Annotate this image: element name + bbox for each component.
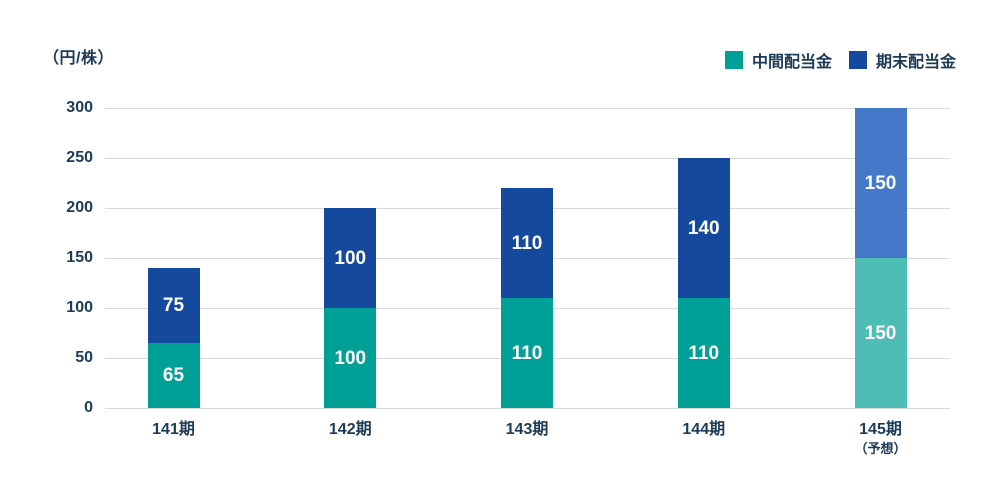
y-axis-tick: 150 [66,249,93,266]
bar-value-label: 140 [687,217,720,239]
gridline [105,108,950,109]
x-axis-label: 141期 [152,421,195,438]
y-axis-tick: 0 [84,399,93,416]
y-axis-unit-label: （円/株） [43,50,114,67]
bar-value-label: 100 [334,347,367,369]
x-axis-label: 144期 [682,421,726,438]
plot-area: 0 50 100 150 200 250 300 65 75 141期 100 100 142期 110 1… [66,100,950,456]
bar-segment-interim: 100 [324,308,377,408]
y-axis-tick: 50 [75,349,93,366]
bar-segment-interim: 110 [501,298,553,408]
bar-segment-yearend: 140 [677,158,730,298]
bar-value-label: 65 [162,365,185,386]
bar-segment-interim: 65 [147,343,200,408]
bar-segment-interim: 110 [677,298,730,408]
interim-dividend-swatch-icon [724,51,743,69]
bar-segment-interim: 150 [854,258,907,408]
y-axis-tick: 300 [66,99,93,116]
yearend-dividend-swatch-icon [848,51,867,69]
bar-segment-yearend: 150 [854,108,907,258]
x-axis-sublabel: （予想） [854,441,907,457]
bar-value-label: 75 [162,295,185,316]
legend-label-interim: 中間配当金 [751,54,832,71]
x-axis-label: 145期 （予想） [854,421,907,457]
legend-label-yearend: 期末配当金 [875,54,956,71]
y-axis-tick: 200 [66,199,93,216]
bar-value-label: 110 [511,342,543,364]
bar-value-label: 100 [334,247,367,269]
bar-value-label: 150 [864,172,897,194]
bar-value-label: 150 [864,322,897,344]
legend-item-yearend: 期末配当金 [848,48,956,72]
legend-item-interim: 中間配当金 [724,48,832,72]
gridline [105,408,950,409]
bar-value-label: 110 [511,232,543,254]
bar-value-label: 110 [688,342,720,364]
y-axis-tick: 100 [66,299,93,316]
legend: 中間配当金 期末配当金 [724,48,956,72]
bar-segment-yearend: 75 [147,268,200,343]
y-axis-tick: 250 [66,149,93,166]
bar-segment-yearend: 100 [324,208,377,308]
gridline [105,158,950,159]
x-axis-label: 142期 [328,421,372,438]
x-axis-label: 143期 [505,421,549,438]
bar-segment-yearend: 110 [501,188,553,298]
